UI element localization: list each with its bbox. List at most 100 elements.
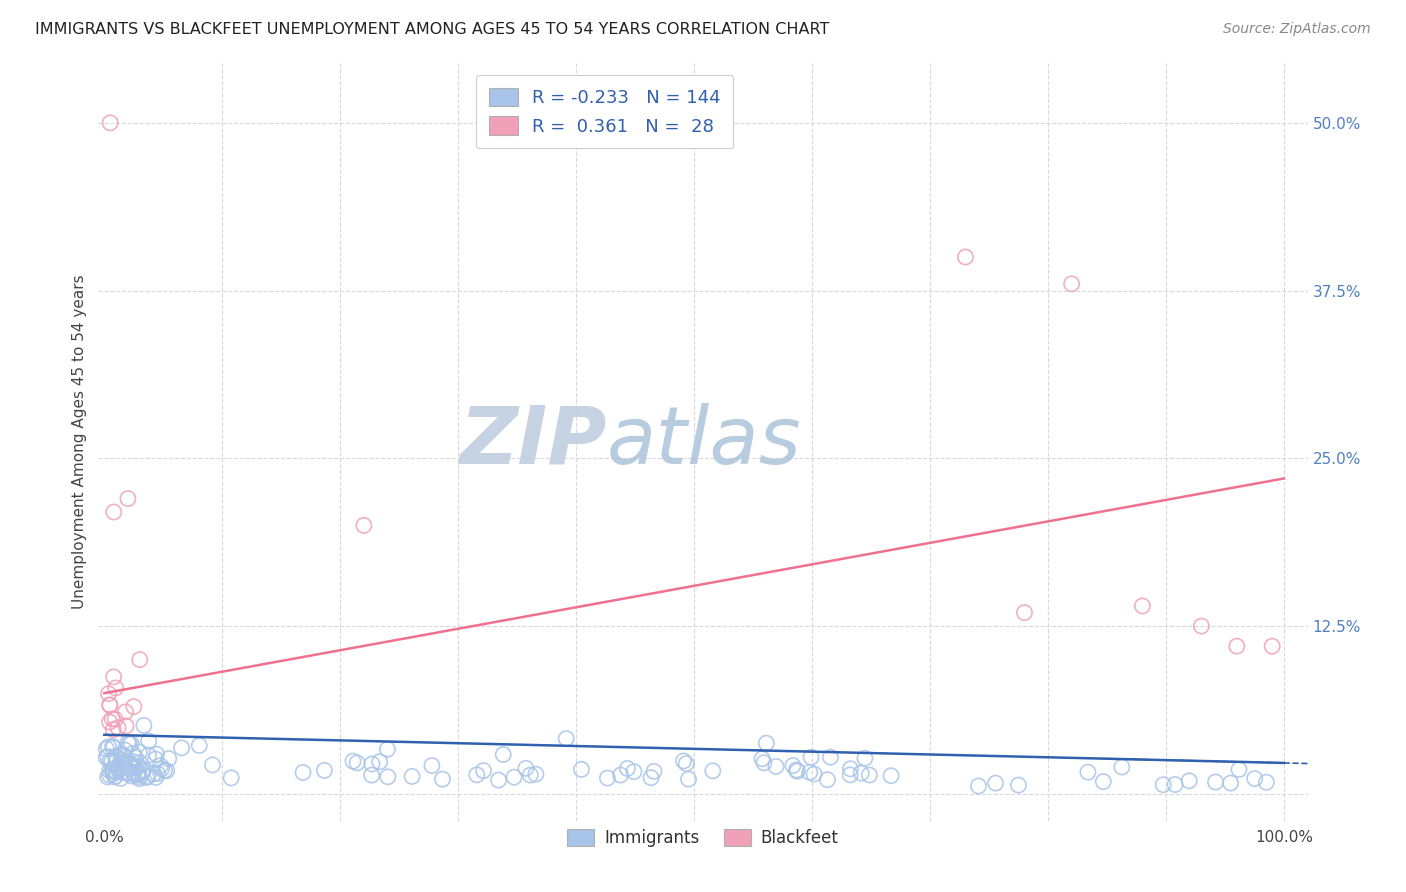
Point [596, 771, 619, 785]
Point [955, 250, 977, 264]
Point [515, 761, 537, 775]
Point [124, 759, 146, 773]
Point [103, 764, 125, 779]
Point [571, 763, 593, 777]
Point [127, 759, 149, 773]
Point [101, 764, 124, 778]
Point [1164, 778, 1187, 792]
Point [643, 764, 665, 779]
Point [472, 764, 495, 778]
Point [117, 491, 139, 506]
Point [1178, 773, 1201, 788]
Point [114, 754, 136, 768]
Point [97, 687, 120, 701]
Text: IMMIGRANTS VS BLACKFEET UNEMPLOYMENT AMONG AGES 45 TO 54 YEARS CORRELATION CHART: IMMIGRANTS VS BLACKFEET UNEMPLOYMENT AMO… [35, 22, 830, 37]
Point [675, 756, 697, 771]
Point [111, 747, 134, 762]
Point [122, 766, 145, 780]
Point [752, 756, 775, 770]
Point [98, 116, 121, 130]
Point [145, 771, 167, 785]
Point [120, 760, 142, 774]
Point [103, 766, 125, 780]
Point [616, 762, 638, 776]
Point [984, 776, 1007, 790]
Point [219, 771, 242, 785]
Text: Source: ZipAtlas.com: Source: ZipAtlas.com [1223, 22, 1371, 37]
Point [112, 757, 135, 772]
Point [1077, 765, 1099, 780]
Point [97, 770, 120, 784]
Point [132, 718, 155, 732]
Point [115, 719, 138, 733]
Point [104, 681, 127, 695]
Point [136, 769, 159, 783]
Point [702, 764, 724, 778]
Point [346, 756, 368, 770]
Point [120, 760, 142, 774]
Point [149, 758, 172, 772]
Point [157, 751, 180, 765]
Point [799, 765, 821, 780]
Point [104, 712, 127, 726]
Point [880, 769, 903, 783]
Point [97, 739, 120, 754]
Point [1261, 639, 1284, 653]
Point [153, 764, 176, 778]
Point [114, 705, 136, 719]
Point [465, 768, 488, 782]
Point [420, 758, 443, 772]
Point [96, 741, 118, 756]
Point [128, 652, 150, 666]
Point [121, 755, 143, 769]
Point [110, 772, 132, 786]
Point [111, 753, 134, 767]
Point [122, 699, 145, 714]
Point [817, 772, 839, 787]
Point [138, 734, 160, 748]
Point [104, 770, 127, 784]
Point [432, 772, 454, 787]
Point [1219, 776, 1241, 790]
Point [127, 766, 149, 780]
Point [201, 758, 224, 772]
Point [782, 758, 804, 772]
Point [401, 769, 423, 783]
Point [342, 754, 364, 768]
Point [118, 756, 141, 771]
Point [101, 739, 124, 754]
Point [145, 747, 167, 761]
Point [108, 761, 131, 775]
Point [803, 767, 825, 781]
Point [1007, 778, 1029, 792]
Point [851, 766, 873, 780]
Point [103, 723, 125, 737]
Point [314, 764, 336, 778]
Point [103, 670, 125, 684]
Point [1227, 763, 1250, 777]
Point [138, 747, 160, 762]
Point [107, 721, 129, 735]
Y-axis label: Unemployment Among Ages 45 to 54 years: Unemployment Among Ages 45 to 54 years [72, 274, 87, 609]
Point [118, 737, 141, 751]
Point [1205, 775, 1227, 789]
Point [105, 749, 128, 764]
Point [377, 742, 399, 756]
Point [101, 754, 124, 768]
Point [1111, 760, 1133, 774]
Point [111, 756, 134, 771]
Point [1132, 599, 1154, 613]
Point [103, 740, 125, 755]
Point [117, 736, 139, 750]
Point [111, 765, 134, 780]
Point [101, 712, 124, 726]
Point [103, 764, 125, 778]
Point [98, 698, 121, 712]
Point [142, 766, 165, 780]
Point [839, 768, 862, 782]
Point [361, 757, 384, 772]
Point [120, 737, 142, 751]
Point [94, 750, 117, 764]
Point [107, 763, 129, 777]
Point [751, 752, 773, 766]
